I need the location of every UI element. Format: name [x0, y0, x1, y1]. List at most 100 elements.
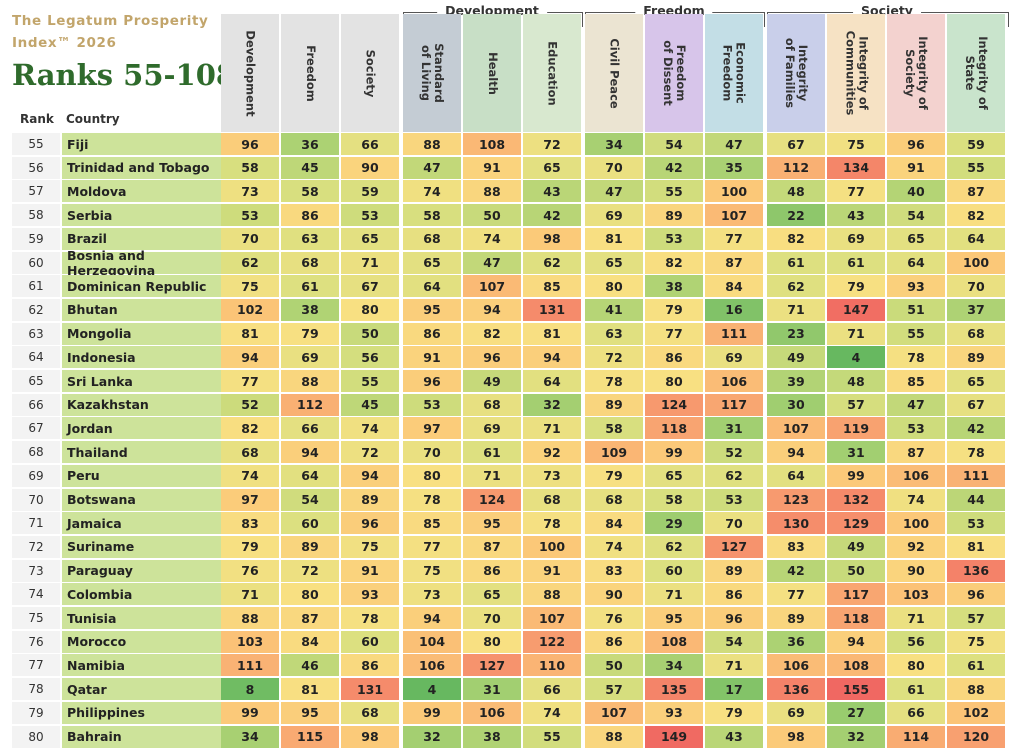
score-cell: 136: [947, 559, 1005, 582]
score-cell: 106: [463, 701, 521, 724]
score-cell: 32: [403, 725, 461, 748]
score-cell: 83: [221, 512, 279, 535]
score-cell: 50: [341, 322, 399, 345]
score-cell: 95: [645, 607, 703, 629]
score-cell: 96: [463, 346, 521, 369]
score-cell: 85: [523, 275, 581, 298]
score-cell: 110: [523, 654, 581, 677]
column-header[interactable]: Integrity of State: [947, 14, 1005, 132]
score-cell: 88: [523, 583, 581, 606]
score-cell: 66: [281, 417, 339, 440]
score-cell: 124: [463, 488, 521, 511]
score-cell: 74: [463, 227, 521, 250]
score-cell: 127: [463, 654, 521, 677]
score-cell: 59: [341, 180, 399, 203]
column-header[interactable]: Education: [523, 14, 581, 132]
column-header[interactable]: Standard of Living: [403, 14, 461, 132]
column-header[interactable]: Freedom of Dissent: [645, 14, 703, 132]
score-cell: 77: [827, 180, 885, 203]
rank-cell: 71: [12, 512, 60, 535]
country-cell: Paraguay: [62, 559, 228, 582]
score-cell: 79: [281, 322, 339, 345]
score-cell: 54: [887, 204, 945, 227]
score-cell: 88: [585, 725, 643, 748]
score-cell: 75: [341, 535, 399, 558]
score-cell: 83: [767, 535, 825, 558]
score-cell: 58: [403, 204, 461, 227]
score-cell: 61: [281, 275, 339, 298]
column-header[interactable]: Freedom: [281, 14, 339, 132]
score-cell: 94: [341, 464, 399, 487]
score-cell: 89: [341, 488, 399, 511]
column-header[interactable]: Integrity of Communities: [827, 14, 885, 132]
score-cell: 48: [827, 370, 885, 392]
score-cell: 80: [281, 583, 339, 606]
score-cell: 53: [947, 512, 1005, 535]
column-header[interactable]: Development: [221, 14, 279, 132]
score-cell: 80: [463, 630, 521, 653]
score-cell: 66: [887, 701, 945, 724]
score-cell: 70: [705, 512, 763, 535]
rank-cell: 55: [12, 133, 60, 155]
score-cell: 30: [767, 393, 825, 416]
score-cell: 38: [281, 298, 339, 321]
score-cell: 88: [281, 370, 339, 392]
score-cell: 65: [947, 370, 1005, 392]
score-cell: 4: [403, 678, 461, 701]
score-cell: 53: [341, 204, 399, 227]
score-cell: 72: [523, 133, 581, 155]
score-cell: 71: [827, 322, 885, 345]
score-cell: 61: [463, 441, 521, 464]
score-cell: 65: [585, 251, 643, 274]
score-cell: 79: [585, 464, 643, 487]
score-cell: 58: [281, 180, 339, 203]
score-cell: 98: [523, 227, 581, 250]
column-header-label: Society: [363, 49, 378, 97]
rank-cell: 62: [12, 298, 60, 321]
score-cell: 60: [645, 559, 703, 582]
score-cell: 62: [767, 275, 825, 298]
score-cell: 79: [827, 275, 885, 298]
score-cell: 73: [221, 180, 279, 203]
score-cell: 82: [947, 204, 1005, 227]
score-cell: 64: [281, 464, 339, 487]
score-cell: 78: [585, 370, 643, 392]
country-cell: Jamaica: [62, 512, 228, 535]
score-cell: 67: [767, 133, 825, 155]
column-header[interactable]: Integrity of Society: [887, 14, 945, 132]
score-cell: 98: [341, 725, 399, 748]
column-header-label: Freedom: [303, 44, 318, 102]
score-cell: 68: [221, 441, 279, 464]
score-cell: 49: [463, 370, 521, 392]
score-cell: 93: [645, 701, 703, 724]
score-cell: 41: [585, 298, 643, 321]
score-cell: 73: [403, 583, 461, 606]
score-cell: 61: [947, 654, 1005, 677]
score-cell: 72: [281, 559, 339, 582]
score-cell: 117: [827, 583, 885, 606]
score-cell: 80: [585, 275, 643, 298]
score-cell: 74: [585, 535, 643, 558]
score-cell: 85: [403, 512, 461, 535]
score-cell: 69: [463, 417, 521, 440]
score-cell: 90: [341, 156, 399, 179]
column-header[interactable]: Civil Peace: [585, 14, 643, 132]
column-header[interactable]: Health: [463, 14, 521, 132]
score-cell: 71: [341, 251, 399, 274]
score-cell: 96: [221, 133, 279, 155]
score-cell: 66: [523, 678, 581, 701]
column-header[interactable]: Integrity of Families: [767, 14, 825, 132]
score-cell: 32: [523, 393, 581, 416]
score-cell: 99: [827, 464, 885, 487]
score-cell: 53: [705, 488, 763, 511]
score-cell: 88: [403, 133, 461, 155]
country-cell: Serbia: [62, 204, 228, 227]
score-cell: 37: [947, 298, 1005, 321]
country-cell: Brazil: [62, 227, 228, 250]
column-header[interactable]: Economic Freedom: [705, 14, 763, 132]
rank-cell: 61: [12, 275, 60, 298]
score-cell: 58: [645, 488, 703, 511]
column-header[interactable]: Society: [341, 14, 399, 132]
score-cell: 87: [947, 180, 1005, 203]
score-cell: 92: [523, 441, 581, 464]
